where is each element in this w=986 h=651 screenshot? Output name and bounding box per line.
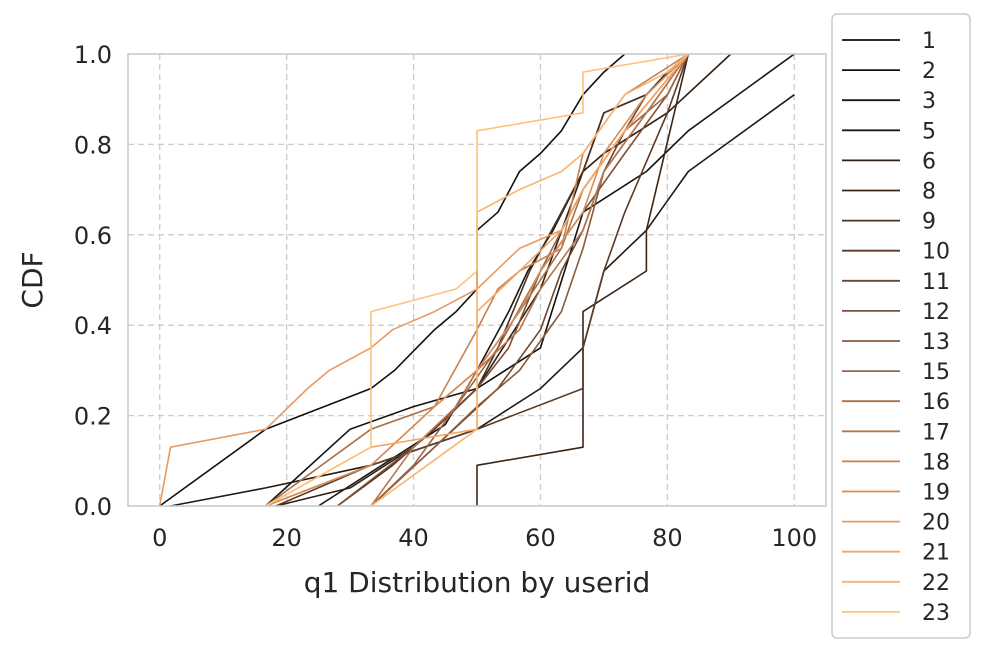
legend-label: 15 bbox=[922, 360, 950, 385]
legend-label: 13 bbox=[922, 330, 950, 355]
legend-label: 16 bbox=[922, 390, 950, 415]
series-line-21 bbox=[265, 53, 689, 507]
series-line-23 bbox=[265, 53, 689, 507]
legend-label: 19 bbox=[922, 481, 950, 506]
x-tick-labels: 0 20 40 60 80 100 bbox=[152, 524, 817, 552]
y-tick-labels: 0.0 0.2 0.4 0.6 0.8 1.0 bbox=[74, 41, 112, 521]
legend-label: 12 bbox=[922, 300, 950, 325]
series-line-17 bbox=[370, 53, 689, 507]
legend-label: 5 bbox=[922, 119, 936, 144]
y-tick-label: 0.4 bbox=[74, 312, 112, 340]
y-axis-label: CDF bbox=[16, 251, 49, 308]
legend-label: 17 bbox=[922, 420, 950, 445]
legend-label: 2 bbox=[922, 59, 936, 84]
y-tick-label: 0.6 bbox=[74, 222, 112, 250]
series-lines bbox=[158, 53, 795, 507]
y-tick-label: 1.0 bbox=[74, 41, 112, 69]
x-tick-label: 100 bbox=[771, 524, 817, 552]
legend-label: 1 bbox=[922, 29, 936, 54]
legend-label: 11 bbox=[922, 270, 950, 295]
series-line-22 bbox=[370, 53, 689, 507]
legend-label: 21 bbox=[922, 541, 950, 566]
legend-label: 20 bbox=[922, 511, 950, 536]
legend-label: 10 bbox=[922, 240, 950, 265]
x-axis-label: q1 Distribution by userid bbox=[304, 566, 651, 599]
legend-label: 18 bbox=[922, 450, 950, 475]
series-line-6 bbox=[275, 53, 732, 507]
legend-label: 9 bbox=[922, 210, 936, 235]
legend-label: 23 bbox=[922, 601, 950, 626]
legend-frame bbox=[831, 13, 971, 639]
x-tick-label: 0 bbox=[152, 524, 167, 552]
x-tick-label: 60 bbox=[525, 524, 556, 552]
series-line-5 bbox=[170, 94, 795, 507]
x-tick-label: 40 bbox=[398, 524, 429, 552]
y-tick-label: 0.0 bbox=[74, 493, 112, 521]
plot-frame bbox=[127, 53, 827, 507]
series-line-1 bbox=[159, 53, 626, 507]
legend-label: 8 bbox=[922, 180, 936, 205]
y-tick-label: 0.8 bbox=[74, 131, 112, 159]
legend-label: 3 bbox=[922, 89, 936, 114]
x-tick-label: 80 bbox=[652, 524, 683, 552]
series-line-19 bbox=[265, 53, 689, 507]
series-line-8 bbox=[476, 53, 690, 506]
legend-label: 6 bbox=[922, 149, 936, 174]
y-tick-label: 0.2 bbox=[74, 403, 112, 431]
x-tick-label: 20 bbox=[271, 524, 302, 552]
legend-label: 22 bbox=[922, 571, 950, 596]
